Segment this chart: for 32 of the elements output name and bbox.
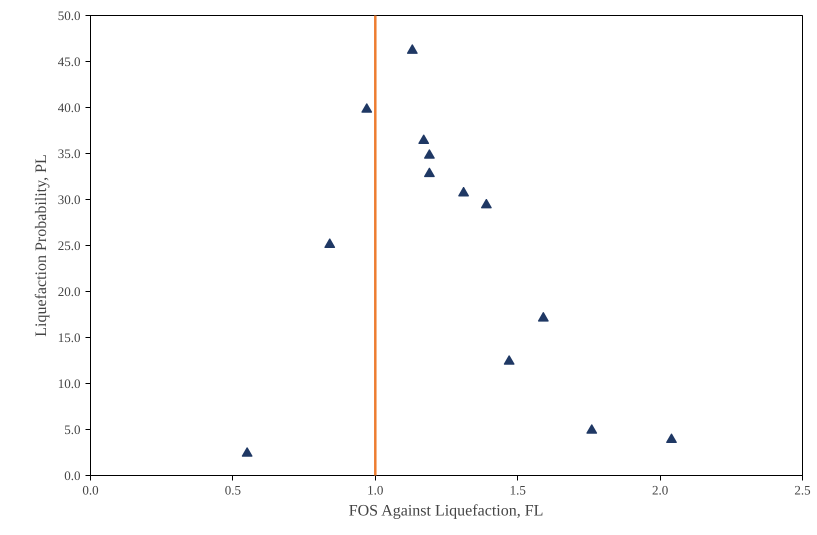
x-tick-label: 1.5 <box>510 482 526 498</box>
x-tick-label: 1.0 <box>367 482 384 498</box>
point <box>504 355 515 365</box>
point <box>418 134 430 144</box>
point <box>458 186 470 196</box>
point <box>480 198 492 208</box>
point <box>538 312 549 322</box>
x-tick-label: 2.5 <box>794 482 811 498</box>
y-tick-label: 15.0 <box>58 330 80 345</box>
x-tick-label: 0.0 <box>82 482 99 498</box>
y-tick-label: 0.0 <box>64 468 80 483</box>
y-tick-label: 30.0 <box>58 192 80 207</box>
y-tick-label: 35.0 <box>58 146 80 161</box>
point <box>666 433 677 444</box>
y-tick-label: 40.0 <box>58 100 80 115</box>
point <box>242 447 253 457</box>
point <box>361 103 372 113</box>
point <box>424 167 435 178</box>
x-tick-label: 0.5 <box>224 482 242 498</box>
y-tick-label: 45.0 <box>58 54 80 69</box>
x-tick-label: 2.0 <box>652 482 668 498</box>
y-tick-label: 50.0 <box>58 8 80 23</box>
point <box>424 149 435 159</box>
point <box>586 424 598 434</box>
y-tick-label: 5.0 <box>64 422 80 437</box>
x-axis-title: FOS Against Liquefaction, FL <box>348 502 544 520</box>
point <box>406 44 418 54</box>
y-axis-title: Liquefaction Probability, PL <box>32 154 50 337</box>
y-tick-label: 10.0 <box>58 376 80 391</box>
point <box>324 238 336 248</box>
y-tick-label: 20.0 <box>58 284 80 299</box>
y-tick-label: 25.0 <box>58 238 80 253</box>
